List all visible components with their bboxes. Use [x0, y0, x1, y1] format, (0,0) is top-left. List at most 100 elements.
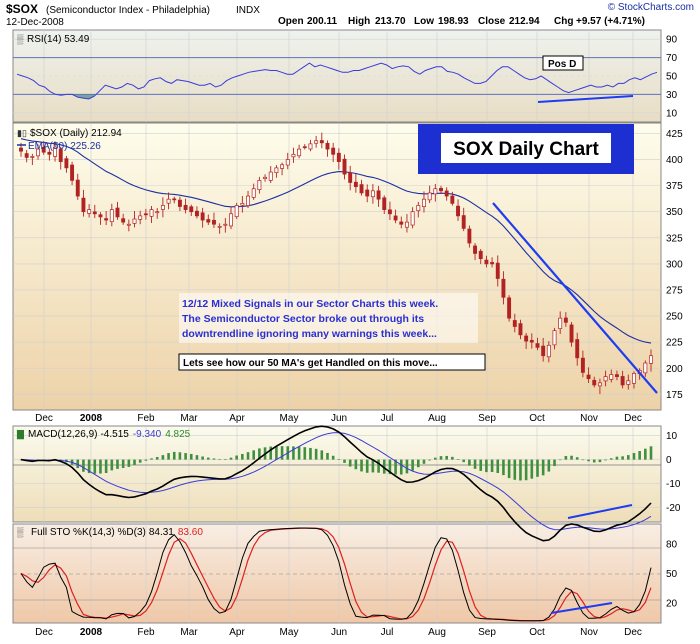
price-candle — [342, 158, 347, 175]
price-candle — [353, 181, 358, 188]
macd-hist-bar — [581, 459, 585, 461]
x-label-jul: Jul — [381, 627, 394, 638]
price-candle — [234, 205, 239, 218]
x-label-nov: Nov — [580, 627, 598, 638]
macd-hist-bar — [292, 446, 295, 460]
sto-legend: Full STO %K(14,3) %D(3) 84.31 83.60 — [31, 527, 203, 538]
header-high-label: High — [348, 16, 370, 27]
price-candle — [87, 209, 92, 214]
macd-hist-bar — [178, 452, 182, 460]
sto-panel-bg — [12, 523, 662, 624]
price-candle — [302, 146, 307, 149]
price-candle — [257, 180, 262, 191]
price-candle — [495, 262, 500, 279]
price-candle — [387, 209, 392, 215]
macd-hist-bar — [609, 458, 613, 460]
price-candle — [115, 207, 120, 218]
annotation-small-text: Lets see how our 50 MA's get Handled on … — [183, 358, 438, 369]
macd-hist-bar — [473, 459, 477, 469]
price-candle — [194, 210, 199, 217]
price-candle — [370, 190, 375, 198]
price-candle — [529, 340, 534, 343]
price-candle — [319, 140, 324, 144]
macd-divergence-line — [567, 504, 633, 519]
macd-hist-bar — [133, 459, 136, 465]
annotation-main-box — [179, 293, 478, 343]
annotation-small-box — [178, 353, 486, 371]
x-label-feb: Feb — [137, 413, 155, 424]
price-candle — [263, 176, 268, 179]
macd-hist-bar — [428, 459, 431, 461]
sto-tick-label: 20 — [666, 599, 678, 610]
x-label-2008: 2008 — [80, 413, 103, 424]
macd-hist-bar — [575, 457, 579, 460]
x-label-may: May — [280, 627, 299, 638]
macd-hist-bar — [462, 459, 466, 463]
price-candle — [24, 153, 29, 158]
price-candle — [229, 213, 233, 227]
macd-hist-bar — [626, 455, 630, 460]
price-candle — [109, 209, 114, 223]
macd-hist-bar — [99, 459, 102, 474]
macd-hist-bar — [456, 459, 460, 460]
macd-hist-bar — [229, 457, 233, 460]
macd-hist-bar — [536, 459, 539, 477]
price-candle — [331, 147, 336, 155]
macd-hist-bar — [439, 456, 443, 460]
price-candle — [308, 143, 313, 150]
stockcharts-watermark: © StockCharts.com — [608, 2, 694, 13]
header-exchange: INDX — [236, 5, 260, 16]
sto-divergence-line — [550, 602, 613, 614]
header-low: 198.93 — [438, 16, 469, 27]
macd-hist-bar — [189, 453, 193, 460]
sto-legend-d: 83.60 — [178, 527, 203, 538]
price-candle — [149, 209, 154, 217]
price-candle — [507, 297, 512, 319]
macd-hist-bar — [309, 447, 312, 460]
macd-hist-bar — [76, 459, 80, 469]
macd-hist-bar — [496, 459, 500, 473]
price-candle — [314, 140, 319, 144]
header-chg: +9.57 (+4.71%) — [576, 16, 645, 27]
macd-hist-bar — [104, 459, 108, 474]
macd-hist-bar — [411, 459, 414, 471]
macd-hist-bar — [615, 456, 619, 460]
macd-hist-bar — [275, 446, 278, 460]
rsi-legend-icon: ▒ — [17, 34, 24, 45]
ema-legend: EMA(50) 225.26 — [28, 141, 101, 152]
macd-hist-bar — [314, 448, 318, 460]
header-symbol: $SOX — [6, 2, 38, 16]
macd-hist-bar — [360, 459, 363, 472]
price-candle — [268, 171, 273, 181]
x-label-oct: Oct — [529, 413, 545, 424]
macd-hist-bar — [564, 456, 568, 460]
macd-hist-bar — [343, 459, 346, 463]
price-candle — [104, 218, 109, 221]
price-legend-icon: ▮▯ — [17, 128, 27, 138]
price-candle — [47, 151, 52, 155]
price-candle — [172, 198, 177, 201]
price-candle — [620, 376, 625, 386]
macd-hist-bar — [297, 446, 301, 460]
macd-hist-bar — [280, 446, 284, 460]
price-candle — [166, 198, 171, 204]
price-candle — [597, 382, 602, 387]
macd-signal-line — [20, 432, 652, 531]
header-chg-label: Chg — [554, 16, 573, 27]
macd-hist-bar — [269, 446, 273, 460]
price-candle — [365, 189, 370, 197]
x-label-feb: Feb — [137, 627, 155, 638]
price-candle — [490, 262, 495, 265]
macd-hist-bar — [320, 450, 324, 460]
price-candle — [177, 199, 182, 207]
macd-hist-bar — [592, 459, 596, 463]
macd-legend-signal: -9.340 — [133, 429, 162, 440]
macd-hist-bar — [326, 452, 329, 460]
sox-title-inner — [441, 133, 611, 163]
sto-legend-prefix: Full STO %K(14,3) %D(3) — [31, 527, 146, 538]
macd-hist-bar — [587, 459, 590, 462]
macd-hist-bar — [553, 459, 556, 467]
macd-hist-bar — [116, 459, 119, 469]
macd-hist-bar — [485, 459, 488, 473]
